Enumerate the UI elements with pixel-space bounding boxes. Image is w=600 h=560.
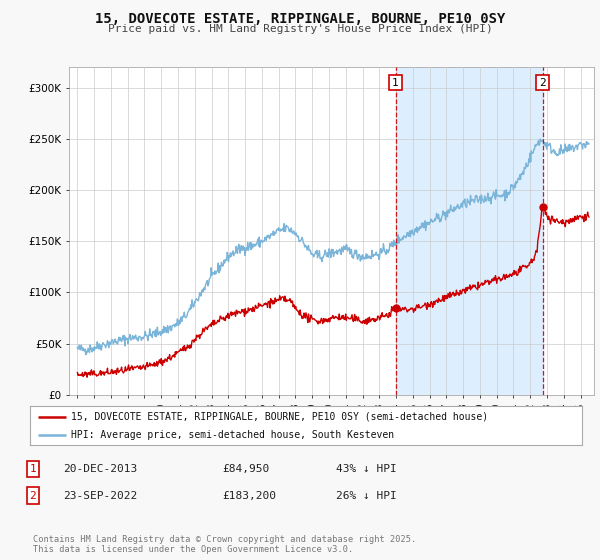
Text: 20-DEC-2013: 20-DEC-2013 bbox=[63, 464, 137, 474]
Text: 15, DOVECOTE ESTATE, RIPPINGALE, BOURNE, PE10 0SY (semi-detached house): 15, DOVECOTE ESTATE, RIPPINGALE, BOURNE,… bbox=[71, 412, 488, 422]
Text: 2: 2 bbox=[539, 77, 546, 87]
Text: HPI: Average price, semi-detached house, South Kesteven: HPI: Average price, semi-detached house,… bbox=[71, 430, 395, 440]
Text: Contains HM Land Registry data © Crown copyright and database right 2025.
This d: Contains HM Land Registry data © Crown c… bbox=[33, 535, 416, 554]
Text: Price paid vs. HM Land Registry's House Price Index (HPI): Price paid vs. HM Land Registry's House … bbox=[107, 24, 493, 34]
Text: 1: 1 bbox=[392, 77, 399, 87]
Text: 2: 2 bbox=[29, 491, 37, 501]
Text: £183,200: £183,200 bbox=[222, 491, 276, 501]
Text: 23-SEP-2022: 23-SEP-2022 bbox=[63, 491, 137, 501]
Text: 1: 1 bbox=[29, 464, 37, 474]
Text: 26% ↓ HPI: 26% ↓ HPI bbox=[336, 491, 397, 501]
Text: £84,950: £84,950 bbox=[222, 464, 269, 474]
Text: 15, DOVECOTE ESTATE, RIPPINGALE, BOURNE, PE10 0SY: 15, DOVECOTE ESTATE, RIPPINGALE, BOURNE,… bbox=[95, 12, 505, 26]
Text: 43% ↓ HPI: 43% ↓ HPI bbox=[336, 464, 397, 474]
Bar bbox=[395, 67, 542, 395]
